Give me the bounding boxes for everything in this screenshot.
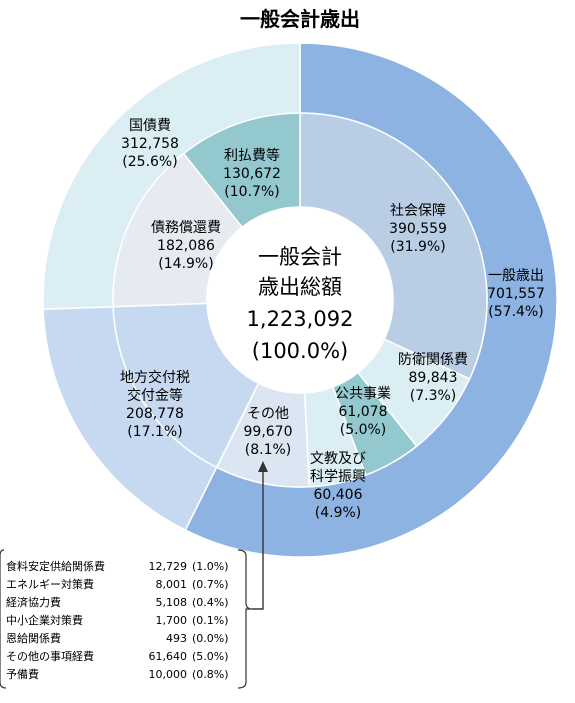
label-general-expenditure-name: 一般歳出 bbox=[488, 268, 544, 284]
breakdown-name: 中小企業対策費 bbox=[6, 613, 83, 627]
label-defense-pct: (7.3%) bbox=[410, 388, 457, 404]
label-public-works-value: 61,078 bbox=[339, 404, 388, 420]
label-defense: 防衛関係費 89,843 (7.3%) bbox=[398, 352, 468, 404]
label-general-expenditure: 一般歳出 701,557 (57.4%) bbox=[487, 268, 545, 320]
inner-ring bbox=[112, 112, 488, 488]
breakdown-value: 493 bbox=[166, 632, 187, 645]
breakdown-pct: (0.7%) bbox=[192, 578, 229, 591]
breakdown-pct: (0.1%) bbox=[192, 614, 229, 627]
center-line1: 一般会計 bbox=[258, 245, 342, 269]
breakdown-value: 61,640 bbox=[149, 650, 188, 663]
label-national-debt-value: 312,758 bbox=[121, 136, 179, 152]
connector-line bbox=[252, 468, 264, 610]
label-local-allocation-pct: (17.1%) bbox=[127, 424, 182, 440]
breakdown-pct: (5.0%) bbox=[192, 650, 229, 663]
breakdown-row: エネルギー対策費 8,001 (0.7%) bbox=[6, 577, 229, 591]
breakdown-pct: (0.8%) bbox=[192, 668, 229, 681]
breakdown-name: 食料安定供給関係費 bbox=[6, 559, 105, 573]
label-social-security-name: 社会保障 bbox=[390, 203, 446, 219]
chart-title: 一般会計歳出 bbox=[240, 7, 360, 31]
connector-arrow-icon bbox=[258, 461, 268, 472]
breakdown-row: 予備費 10,000 (0.8%) bbox=[6, 667, 229, 681]
breakdown-pct: (0.0%) bbox=[192, 632, 229, 645]
label-interest: 利払費等 130,672 (10.7%) bbox=[223, 147, 281, 200]
label-interest-value: 130,672 bbox=[223, 166, 281, 182]
label-debt-redemption-name: 債務償還費 bbox=[151, 220, 221, 236]
label-other-name: その他 bbox=[247, 406, 289, 422]
breakdown-name: 経済協力費 bbox=[6, 595, 61, 609]
breakdown-pct: (1.0%) bbox=[192, 560, 229, 573]
label-social-security: 社会保障 390,559 (31.9%) bbox=[389, 203, 447, 255]
label-public-works: 公共事業 61,078 (5.0%) bbox=[335, 386, 391, 438]
breakdown-value: 12,729 bbox=[149, 560, 188, 573]
breakdown-value: 5,108 bbox=[156, 596, 188, 609]
breakdown-name: 予備費 bbox=[6, 667, 39, 681]
other-breakdown: 食料安定供給関係費 12,729 (1.0%) エネルギー対策費 8,001 (0.7%)… bbox=[0, 461, 268, 689]
label-public-works-name: 公共事業 bbox=[335, 386, 391, 402]
breakdown-pct: (0.4%) bbox=[192, 596, 229, 609]
label-other-value: 99,670 bbox=[244, 424, 293, 440]
label-education-science-name: 文教及び bbox=[310, 451, 366, 467]
label-education-science-value: 60,406 bbox=[314, 487, 363, 503]
breakdown-right-brace bbox=[237, 549, 253, 689]
label-general-expenditure-pct: (57.4%) bbox=[488, 304, 543, 320]
label-other-pct: (8.1%) bbox=[245, 442, 292, 458]
label-education-science-pct: (4.9%) bbox=[315, 505, 362, 521]
center-total-value: 1,223,092 bbox=[247, 307, 354, 331]
label-national-debt-pct: (25.6%) bbox=[122, 154, 177, 170]
label-interest-pct: (10.7%) bbox=[224, 184, 279, 200]
breakdown-row: 中小企業対策費 1,700 (0.1%) bbox=[6, 613, 229, 627]
label-debt-redemption-pct: (14.9%) bbox=[158, 256, 213, 272]
label-social-security-pct: (31.9%) bbox=[390, 239, 445, 255]
center-total-pct: (100.0%) bbox=[252, 339, 348, 363]
breakdown-value: 10,000 bbox=[149, 668, 188, 681]
label-defense-value: 89,843 bbox=[409, 370, 458, 386]
label-debt-redemption: 債務償還費 182,086 (14.9%) bbox=[151, 220, 221, 272]
center-line2: 歳出総額 bbox=[258, 275, 342, 299]
label-other: その他 99,670 (8.1%) bbox=[244, 406, 293, 458]
label-national-debt-name: 国債費 bbox=[129, 118, 171, 134]
breakdown-row: 恩給関係費 493 (0.0%) bbox=[6, 631, 229, 645]
breakdown-name: エネルギー対策費 bbox=[6, 577, 94, 591]
label-general-expenditure-value: 701,557 bbox=[487, 286, 545, 302]
label-local-allocation-value: 208,778 bbox=[126, 406, 184, 422]
label-interest-name: 利払費等 bbox=[224, 147, 280, 164]
label-defense-name: 防衛関係費 bbox=[398, 352, 468, 368]
label-social-security-value: 390,559 bbox=[389, 221, 447, 237]
breakdown-row: 食料安定供給関係費 12,729 (1.0%) bbox=[6, 559, 229, 573]
label-debt-redemption-value: 182,086 bbox=[157, 238, 215, 254]
breakdown-row: その他の事項経費 61,640 (5.0%) bbox=[6, 649, 229, 663]
breakdown-name: 恩給関係費 bbox=[6, 631, 61, 645]
breakdown-row: 経済協力費 5,108 (0.4%) bbox=[6, 595, 229, 609]
breakdown-value: 1,700 bbox=[156, 614, 188, 627]
label-education-science-name: 科学振興 bbox=[310, 469, 366, 485]
center-hole bbox=[207, 207, 393, 393]
label-public-works-pct: (5.0%) bbox=[340, 422, 387, 438]
breakdown-left-brace bbox=[0, 549, 7, 689]
label-local-allocation-name: 地方交付税 bbox=[120, 369, 190, 386]
breakdown-name: その他の事項経費 bbox=[6, 649, 94, 663]
breakdown-value: 8,001 bbox=[156, 578, 188, 591]
label-national-debt: 国債費 312,758 (25.6%) bbox=[121, 118, 179, 170]
label-local-allocation-name: 交付金等 bbox=[127, 387, 183, 404]
center-label: 一般会計 歳出総額 1,223,092 (100.0%) bbox=[247, 245, 354, 363]
